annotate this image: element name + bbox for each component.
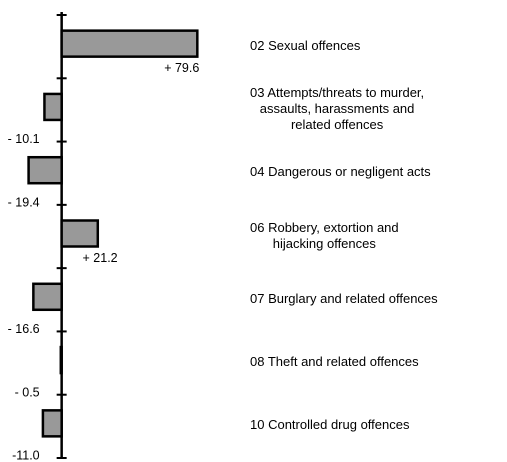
category-label: 10 Controlled drug offences — [250, 417, 410, 433]
bar — [32, 282, 63, 312]
category-label: 02 Sexual offences — [250, 37, 361, 53]
value-label: - 19.4 — [8, 196, 40, 210]
value-label: - 10.1 — [8, 132, 40, 146]
value-label: - 16.6 — [8, 322, 40, 336]
category-label: 04 Dangerous or negligent acts — [250, 164, 431, 180]
bar — [59, 345, 63, 375]
bar — [41, 409, 63, 438]
category-label: 03 Attempts/threats to murder, assaults,… — [250, 84, 425, 132]
category-label: 08 Theft and related offences — [250, 354, 419, 370]
bar — [60, 219, 100, 248]
bar — [27, 155, 63, 185]
value-label: - 0.5 — [15, 385, 40, 399]
bar — [43, 92, 63, 122]
value-label: -11.0 — [12, 449, 40, 462]
category-label: 06 Robbery, extortion and hijacking offe… — [250, 219, 399, 251]
category-label: 07 Burglary and related offences — [250, 290, 438, 306]
bar — [60, 29, 199, 58]
value-label: + 21.2 — [83, 251, 118, 265]
value-label: + 79.6 — [164, 61, 199, 75]
